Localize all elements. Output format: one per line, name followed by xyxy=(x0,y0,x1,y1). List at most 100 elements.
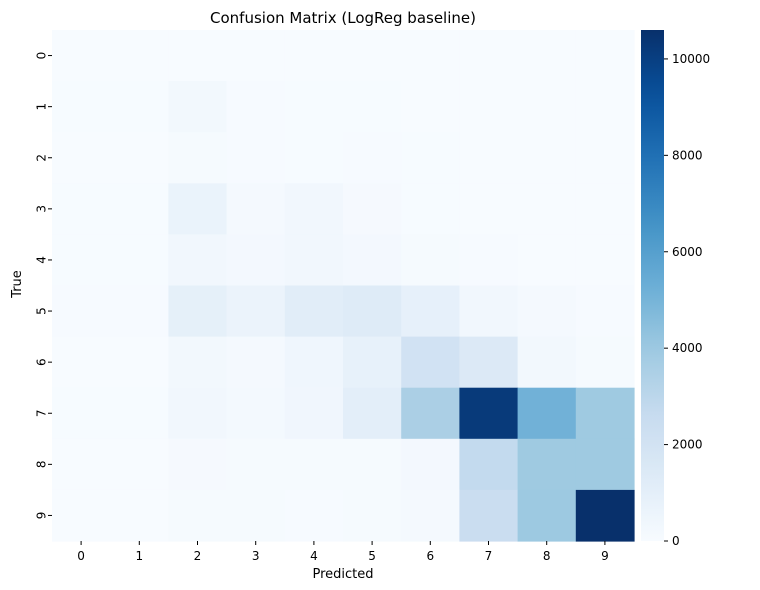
heatmap-cell xyxy=(284,81,344,133)
heatmap-cell xyxy=(401,438,460,491)
colorbar xyxy=(641,30,664,541)
heatmap-cell xyxy=(226,438,286,491)
y-tick-label: 0 xyxy=(35,52,49,60)
colorbar-ticks: 0 2000 4000 6000 8000 10000 xyxy=(664,52,710,548)
heatmap-cell xyxy=(110,81,169,133)
y-axis-ticks: 0 1 2 3 4 5 6 7 8 9 xyxy=(35,52,52,520)
y-tick-label: 6 xyxy=(35,358,49,366)
heatmap-cell xyxy=(575,81,635,133)
heatmap-cell xyxy=(401,387,460,440)
x-axis-ticks: 0 1 2 3 4 5 6 7 8 9 xyxy=(77,541,609,563)
heatmap-cell xyxy=(517,489,577,542)
x-tick-label: 1 xyxy=(135,549,143,563)
y-tick-label: 8 xyxy=(35,461,49,469)
heatmap-cell xyxy=(343,438,402,491)
heatmap-cell xyxy=(343,234,402,287)
x-tick-label: 8 xyxy=(543,549,551,563)
colorbar-tick-label: 6000 xyxy=(672,245,703,259)
heatmap-cell xyxy=(110,285,169,338)
heatmap-cell xyxy=(343,132,402,184)
heatmap-cell xyxy=(343,30,402,82)
x-axis-label: Predicted xyxy=(312,567,373,582)
y-tick-label: 2 xyxy=(35,154,49,162)
chart-title: Confusion Matrix (LogReg baseline) xyxy=(210,9,476,27)
colorbar-tick-label: 8000 xyxy=(672,148,703,162)
heatmap-cell xyxy=(168,183,228,235)
heatmap-cell xyxy=(343,387,402,440)
heatmap-cell xyxy=(575,285,635,338)
heatmap-cell xyxy=(459,387,519,440)
heatmap-cell xyxy=(459,285,519,338)
heatmap-cell xyxy=(517,81,577,133)
colorbar-tick-label: 0 xyxy=(672,534,680,548)
heatmap-cell xyxy=(226,285,286,338)
heatmap-cell xyxy=(110,183,169,235)
heatmap-cell xyxy=(226,81,286,133)
heatmap-cell xyxy=(401,81,460,133)
heatmap-cell xyxy=(226,132,286,184)
heatmap-cell xyxy=(110,132,169,184)
y-tick-label: 1 xyxy=(35,103,49,111)
colorbar-tick-label: 10000 xyxy=(672,52,710,66)
heatmap-cell xyxy=(284,387,344,440)
heatmap-cell xyxy=(459,336,519,389)
heatmap-cell xyxy=(459,183,519,235)
heatmap-cell xyxy=(52,438,111,491)
heatmap-cell xyxy=(575,30,635,82)
heatmap-cell xyxy=(168,285,228,338)
y-tick-label: 9 xyxy=(35,512,49,520)
heatmap-cell xyxy=(517,387,577,440)
heatmap-cell xyxy=(343,336,402,389)
heatmap-cell xyxy=(517,336,577,389)
x-tick-label: 3 xyxy=(252,549,260,563)
heatmap-cell xyxy=(459,30,519,82)
x-tick-label: 2 xyxy=(194,549,202,563)
heatmap-cell xyxy=(168,438,228,491)
heatmap-cell xyxy=(52,30,111,82)
heatmap-cell xyxy=(517,438,577,491)
heatmap-cell xyxy=(52,336,111,389)
heatmap-cell xyxy=(226,387,286,440)
x-tick-label: 4 xyxy=(310,549,318,563)
heatmap-cell xyxy=(226,489,286,542)
heatmap-cell xyxy=(52,183,111,235)
heatmap-cell xyxy=(343,285,402,338)
heatmap-cell xyxy=(575,438,635,491)
heatmap-cell xyxy=(401,336,460,389)
heatmap-cell xyxy=(401,30,460,82)
heatmap-cell xyxy=(284,489,344,542)
heatmap-cell xyxy=(517,132,577,184)
heatmap-cell xyxy=(401,489,460,542)
heatmap-cells xyxy=(52,30,635,542)
heatmap-cell xyxy=(110,30,169,82)
heatmap-cell xyxy=(343,81,402,133)
heatmap-cell xyxy=(575,489,635,542)
heatmap-cell xyxy=(517,30,577,82)
heatmap-cell xyxy=(517,183,577,235)
x-tick-label: 6 xyxy=(426,549,434,563)
heatmap-cell xyxy=(110,387,169,440)
heatmap-cell xyxy=(110,336,169,389)
heatmap-cell xyxy=(284,336,344,389)
heatmap-cell xyxy=(575,183,635,235)
colorbar-tick-label: 4000 xyxy=(672,341,703,355)
heatmap-cell xyxy=(226,234,286,287)
heatmap-cell xyxy=(168,336,228,389)
heatmap-cell xyxy=(284,234,344,287)
heatmap-cell xyxy=(284,438,344,491)
heatmap-cell xyxy=(168,81,228,133)
heatmap-cell xyxy=(284,183,344,235)
heatmap-cell xyxy=(575,234,635,287)
heatmap-cell xyxy=(575,132,635,184)
heatmap-cell xyxy=(459,81,519,133)
y-tick-label: 7 xyxy=(35,409,49,417)
heatmap-cell xyxy=(343,489,402,542)
x-tick-label: 5 xyxy=(368,549,376,563)
heatmap-cell xyxy=(226,183,286,235)
heatmap-cell xyxy=(52,234,111,287)
heatmap-cell xyxy=(284,132,344,184)
x-tick-label: 9 xyxy=(601,549,609,563)
heatmap-cell xyxy=(575,336,635,389)
heatmap-cell xyxy=(110,438,169,491)
